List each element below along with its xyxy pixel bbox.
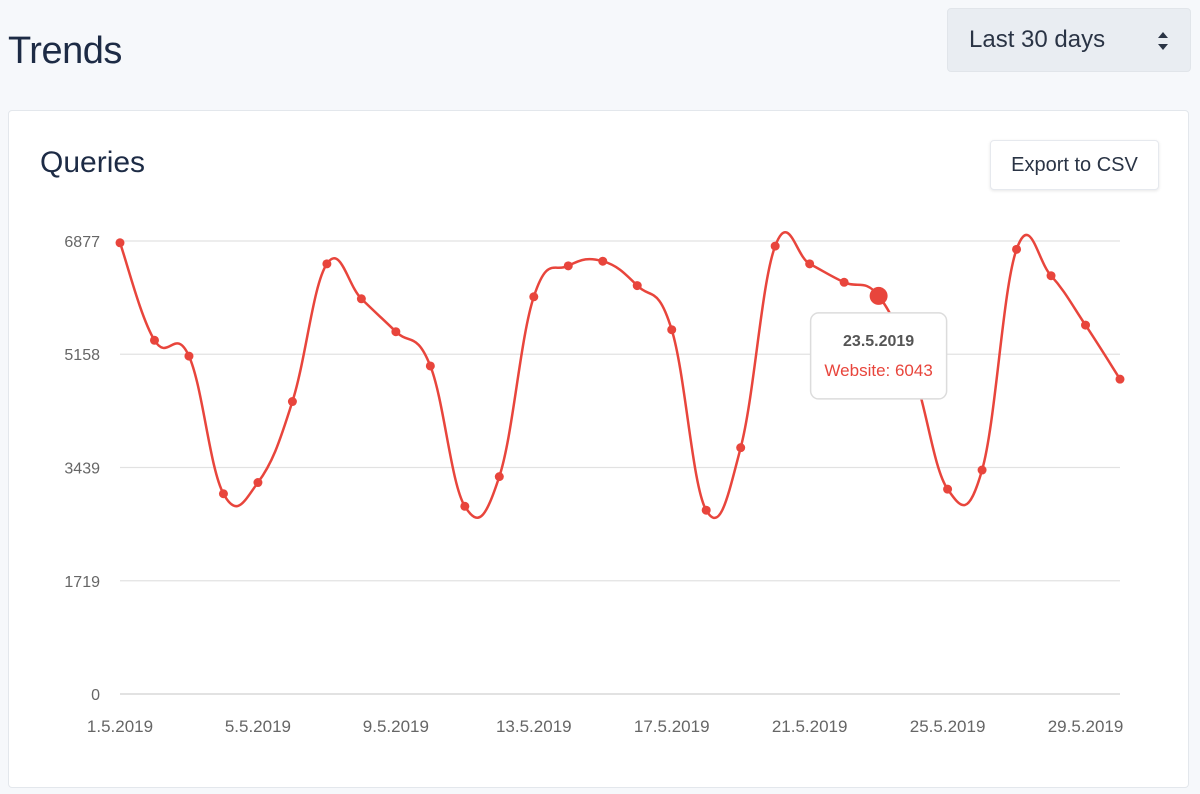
data-point[interactable] — [563, 261, 573, 271]
y-tick-label: 3439 — [64, 460, 100, 477]
page-title: Trends — [8, 30, 122, 72]
data-point[interactable] — [425, 361, 435, 371]
tooltip-title: 23.5.2019 — [843, 333, 914, 350]
data-point[interactable] — [598, 256, 608, 266]
card-title: Queries — [40, 146, 146, 179]
data-point[interactable] — [391, 327, 401, 337]
data-point[interactable] — [253, 478, 263, 488]
data-point[interactable] — [1012, 244, 1022, 254]
data-point[interactable] — [1046, 271, 1056, 281]
data-point[interactable] — [977, 465, 987, 475]
data-point[interactable] — [287, 397, 297, 407]
x-tick-label: 29.5.2019 — [1048, 717, 1124, 736]
data-point[interactable] — [1081, 320, 1091, 330]
y-tick-label: 6877 — [64, 234, 100, 251]
data-point[interactable] — [460, 501, 470, 511]
data-point[interactable] — [149, 335, 159, 345]
data-point[interactable] — [805, 259, 815, 269]
data-point[interactable] — [667, 325, 677, 335]
tooltip-box — [809, 312, 948, 400]
date-range-value: Last 30 days — [969, 26, 1106, 53]
data-point[interactable] — [529, 292, 539, 302]
data-point[interactable] — [839, 277, 849, 287]
queries-card — [8, 110, 1189, 788]
data-point[interactable] — [1115, 374, 1125, 384]
series-line-website — [118, 230, 1122, 519]
sort-arrows-icon — [1158, 32, 1168, 50]
data-point[interactable] — [218, 489, 228, 499]
x-tick-label: 1.5.2019 — [87, 717, 153, 736]
tooltip-label: Website: 6043 — [824, 361, 932, 380]
x-tick-label: 21.5.2019 — [772, 717, 848, 736]
data-point[interactable] — [322, 259, 332, 269]
data-point[interactable] — [770, 241, 780, 251]
x-tick-label: 25.5.2019 — [910, 717, 986, 736]
x-tick-label: 9.5.2019 — [363, 717, 429, 736]
data-point[interactable] — [736, 443, 746, 453]
data-point[interactable] — [184, 351, 194, 361]
data-point[interactable] — [943, 484, 953, 494]
data-point[interactable] — [701, 505, 711, 515]
data-point[interactable] — [356, 294, 366, 304]
x-tick-label: 5.5.2019 — [225, 717, 291, 736]
date-range-select[interactable]: Last 30 days — [947, 8, 1191, 72]
data-point[interactable] — [632, 281, 642, 291]
chart-tooltip: 23.5.2019 Website: 6043 — [809, 312, 948, 400]
x-tick-label: 17.5.2019 — [634, 717, 710, 736]
y-tick-label: 5158 — [64, 347, 100, 364]
y-tick-label: 0 — [91, 687, 100, 704]
export-csv-button[interactable]: Export to CSV — [990, 140, 1159, 190]
data-point[interactable] — [494, 472, 504, 482]
data-point[interactable] — [115, 238, 125, 248]
y-tick-label: 1719 — [64, 574, 100, 591]
data-point[interactable] — [869, 286, 888, 305]
x-tick-label: 13.5.2019 — [496, 717, 572, 736]
